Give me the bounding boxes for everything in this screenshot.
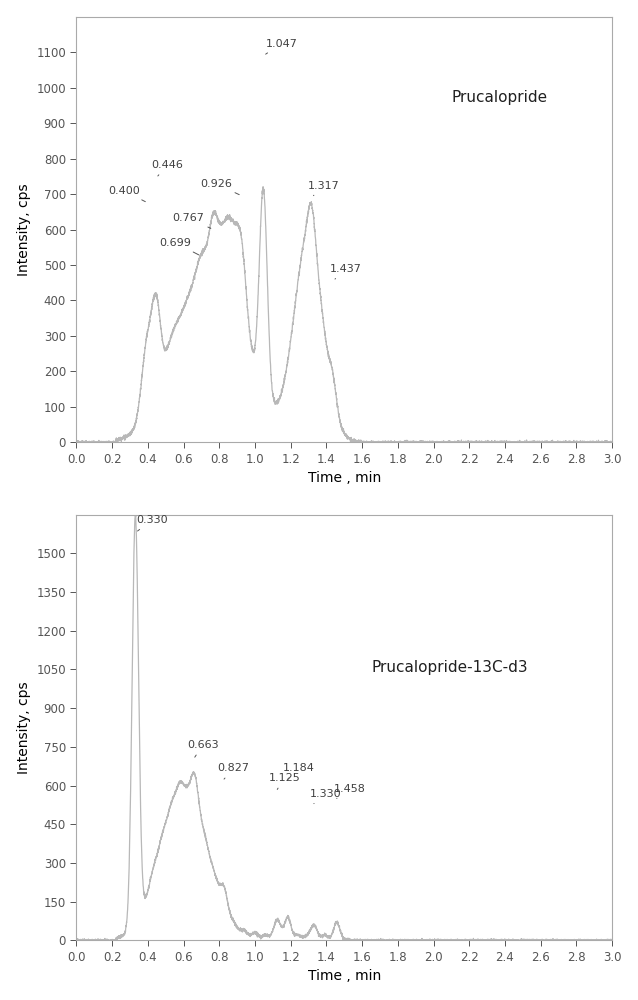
X-axis label: Time , min: Time , min [308,471,381,485]
Text: 1.458: 1.458 [334,784,366,798]
Text: 0.400: 0.400 [108,186,145,202]
Y-axis label: Intensity, cps: Intensity, cps [17,681,31,774]
Text: 0.767: 0.767 [172,213,211,228]
Text: 1.184: 1.184 [283,763,315,779]
Text: 0.446: 0.446 [151,160,183,176]
Y-axis label: Intensity, cps: Intensity, cps [17,183,31,276]
Text: 0.699: 0.699 [160,238,198,255]
Text: 1.437: 1.437 [330,264,362,279]
Text: 1.330: 1.330 [310,789,342,804]
Text: 1.047: 1.047 [265,39,297,54]
X-axis label: Time , min: Time , min [308,969,381,983]
Text: 0.926: 0.926 [200,179,239,195]
Text: 0.330: 0.330 [136,515,168,531]
Text: 1.317: 1.317 [308,181,339,196]
Text: 0.663: 0.663 [187,740,219,757]
Text: Prucalopride-13C-d3: Prucalopride-13C-d3 [371,660,528,675]
Text: Prucalopride: Prucalopride [451,90,547,105]
Text: 0.827: 0.827 [218,763,249,779]
Text: 1.125: 1.125 [269,773,300,789]
